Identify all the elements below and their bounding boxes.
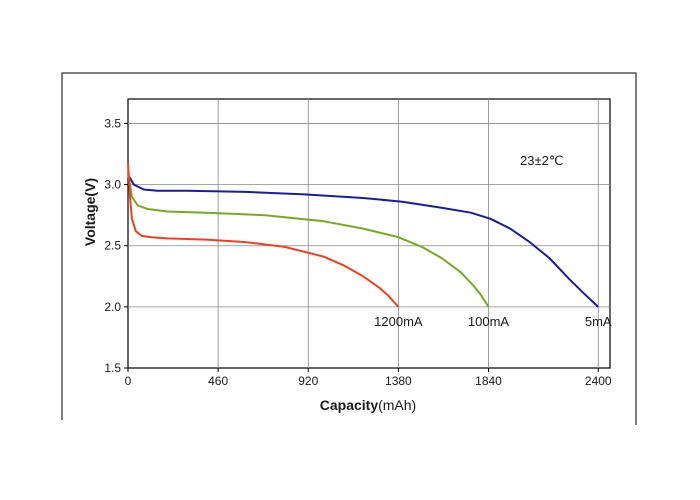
- plot-area: [127, 98, 611, 369]
- series-label-5mA: 5mA: [585, 314, 612, 329]
- y-tick-label: 3.5: [104, 116, 121, 130]
- x-axis-label: Capacity(mAh): [320, 397, 416, 413]
- x-tick-label: 0: [125, 374, 132, 388]
- x-tick-label: 920: [298, 374, 318, 388]
- y-tick-label: 2.5: [104, 239, 121, 253]
- x-axis-label-bold: Capacity: [320, 397, 379, 413]
- series-labels: 1200mA 100mA 5mA: [374, 314, 612, 329]
- series-line-5mA: [127, 174, 599, 308]
- series-line-1200mA: [127, 162, 400, 308]
- y-tick-label: 2.0: [104, 300, 121, 314]
- x-axis-ticks: 0 460 920 1380 1840 2400: [125, 368, 612, 388]
- y-tick-label: 3.0: [104, 178, 121, 192]
- series-line-100mA: [127, 172, 490, 308]
- plot-border: [127, 98, 611, 369]
- y-axis-label: Voltage(V): [82, 178, 98, 246]
- x-axis-label-unit: (mAh): [378, 397, 416, 413]
- x-tick-label: 460: [208, 374, 228, 388]
- y-tick-label: 1.5: [104, 361, 121, 375]
- x-tick-label: 1380: [385, 374, 412, 388]
- annotation-temperature: 23±2℃: [520, 153, 563, 168]
- series-label-1200mA: 1200mA: [374, 314, 423, 329]
- series-group: [127, 162, 599, 308]
- x-tick-label: 1840: [475, 374, 502, 388]
- x-tick-label: 2400: [585, 374, 612, 388]
- outer-frame: [61, 72, 637, 425]
- y-axis-ticks: 1.5 2.0 2.5 3.0 3.5: [104, 116, 128, 375]
- series-label-100mA: 100mA: [468, 314, 510, 329]
